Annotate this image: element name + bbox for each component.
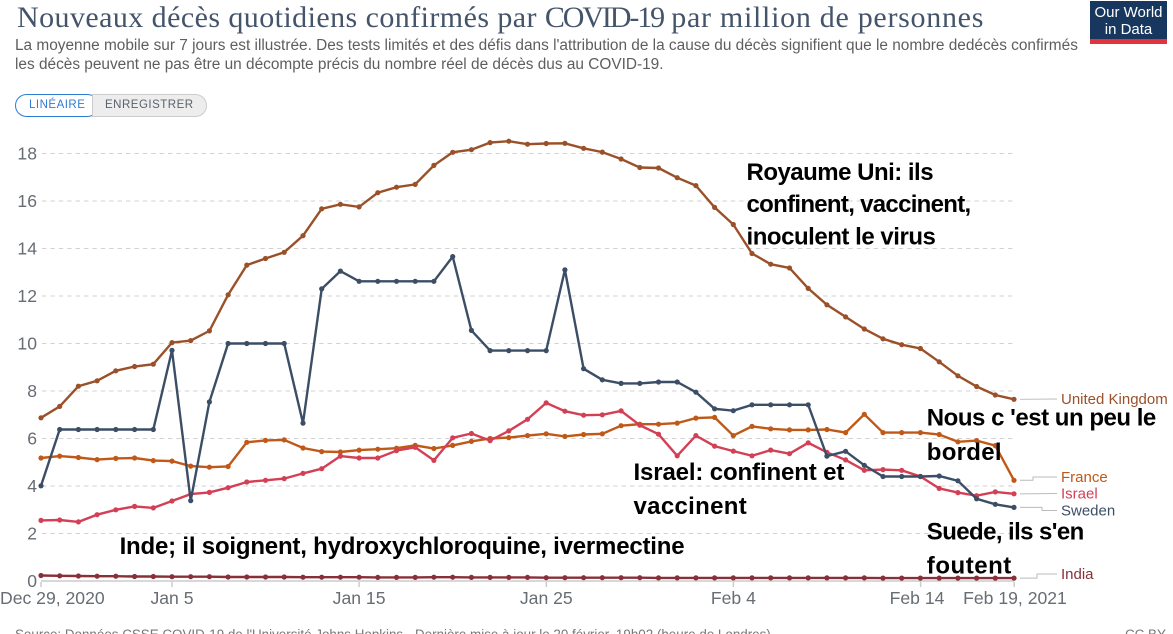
- svg-text:Jan 15: Jan 15: [333, 588, 386, 608]
- svg-text:Jan 5: Jan 5: [150, 588, 193, 608]
- svg-text:Sweden: Sweden: [1061, 503, 1115, 520]
- svg-text:United Kingdom: United Kingdom: [1061, 391, 1168, 408]
- svg-text:Feb 4: Feb 4: [711, 588, 756, 608]
- svg-text:Dec 29, 2020: Dec 29, 2020: [0, 588, 105, 608]
- svg-text:12: 12: [17, 286, 37, 306]
- svg-text:Inde; il soignent, hydroxychlo: Inde; il soignent, hydroxychloroquine, i…: [120, 533, 685, 560]
- svg-text:0: 0: [27, 571, 37, 591]
- svg-text:Nous c 'est un peu le: Nous c 'est un peu le: [927, 405, 1156, 432]
- svg-text:confinent, vaccinent,: confinent, vaccinent,: [747, 191, 971, 218]
- svg-text:France: France: [1061, 469, 1108, 486]
- svg-text:2: 2: [27, 524, 37, 544]
- svg-text:bordel: bordel: [927, 439, 1002, 466]
- svg-text:Feb 19, 2021: Feb 19, 2021: [963, 588, 1067, 608]
- svg-text:8: 8: [27, 381, 37, 401]
- svg-text:14: 14: [17, 239, 37, 259]
- svg-text:Royaume Uni: ils: Royaume Uni: ils: [747, 159, 934, 186]
- svg-text:16: 16: [17, 191, 37, 211]
- svg-text:4: 4: [27, 476, 37, 496]
- svg-text:18: 18: [17, 144, 37, 164]
- svg-text:Feb 14: Feb 14: [890, 588, 945, 608]
- svg-text:inoculent le virus: inoculent le virus: [747, 224, 936, 251]
- svg-text:6: 6: [27, 429, 37, 449]
- svg-text:vaccinent: vaccinent: [634, 493, 748, 520]
- svg-text:foutent: foutent: [927, 553, 1012, 580]
- svg-text:10: 10: [17, 334, 37, 354]
- svg-text:India: India: [1061, 566, 1094, 583]
- svg-text:Israel: confinent et: Israel: confinent et: [634, 459, 845, 486]
- svg-text:Suede, ils s'en: Suede, ils s'en: [927, 518, 1084, 545]
- svg-text:Jan 25: Jan 25: [520, 588, 573, 608]
- svg-text:Israel: Israel: [1061, 486, 1098, 503]
